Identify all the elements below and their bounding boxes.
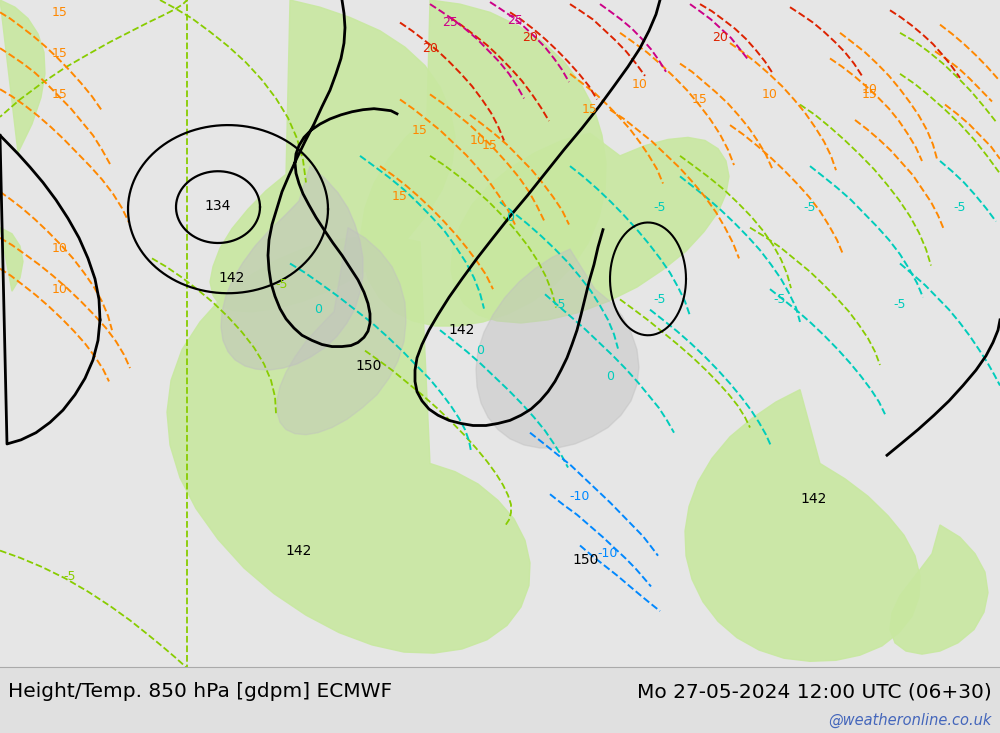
Text: 0: 0 — [606, 369, 614, 383]
Text: 150: 150 — [355, 359, 381, 373]
Text: 15: 15 — [862, 88, 878, 101]
Polygon shape — [361, 0, 606, 326]
Text: 20: 20 — [522, 32, 538, 45]
Text: Mo 27-05-2024 12:00 UTC (06+30): Mo 27-05-2024 12:00 UTC (06+30) — [637, 682, 992, 701]
Polygon shape — [210, 0, 455, 312]
Text: Height/Temp. 850 hPa [gdpm] ECMWF: Height/Temp. 850 hPa [gdpm] ECMWF — [8, 682, 392, 701]
Text: 15: 15 — [392, 191, 408, 203]
Text: 10: 10 — [52, 242, 68, 254]
Polygon shape — [0, 228, 23, 291]
Text: 15: 15 — [52, 88, 68, 101]
Text: -10: -10 — [598, 547, 618, 560]
Text: -5: -5 — [64, 570, 76, 583]
Polygon shape — [0, 0, 1000, 668]
Text: 25: 25 — [507, 14, 523, 27]
Polygon shape — [221, 166, 363, 370]
Text: 15: 15 — [692, 93, 708, 106]
Text: 25: 25 — [442, 16, 458, 29]
Text: -5: -5 — [276, 278, 288, 290]
Text: 20: 20 — [422, 42, 438, 55]
Polygon shape — [167, 237, 530, 653]
Polygon shape — [0, 0, 45, 152]
Text: -5: -5 — [894, 298, 906, 311]
Text: 15: 15 — [412, 124, 428, 137]
Text: 15: 15 — [482, 139, 498, 152]
Text: -5: -5 — [804, 201, 816, 213]
Text: 15: 15 — [582, 103, 598, 117]
Text: 10: 10 — [862, 83, 878, 96]
Text: -5: -5 — [954, 201, 966, 213]
Polygon shape — [685, 390, 920, 661]
Text: -5: -5 — [554, 298, 566, 311]
Text: 20: 20 — [712, 32, 728, 45]
Text: -5: -5 — [654, 201, 666, 213]
Text: 0: 0 — [506, 211, 514, 224]
Text: 150: 150 — [572, 553, 598, 567]
Text: 142: 142 — [218, 271, 244, 285]
Polygon shape — [890, 525, 988, 654]
Text: @weatheronline.co.uk: @weatheronline.co.uk — [829, 713, 992, 729]
Text: 0: 0 — [314, 303, 322, 316]
Polygon shape — [277, 228, 406, 435]
Text: -5: -5 — [654, 293, 666, 306]
Text: 10: 10 — [470, 134, 486, 147]
Text: -10: -10 — [570, 490, 590, 503]
Text: -5: -5 — [774, 293, 786, 306]
Text: 15: 15 — [52, 6, 68, 19]
Text: 10: 10 — [52, 283, 68, 295]
Text: 142: 142 — [448, 323, 474, 337]
Polygon shape — [451, 133, 729, 323]
Text: 15: 15 — [52, 47, 68, 60]
Polygon shape — [476, 249, 639, 448]
Text: 142: 142 — [285, 544, 311, 558]
Text: 10: 10 — [762, 88, 778, 101]
Text: 142: 142 — [800, 493, 826, 507]
Text: 134: 134 — [205, 199, 231, 213]
Text: 10: 10 — [632, 78, 648, 91]
Text: 0: 0 — [476, 345, 484, 357]
